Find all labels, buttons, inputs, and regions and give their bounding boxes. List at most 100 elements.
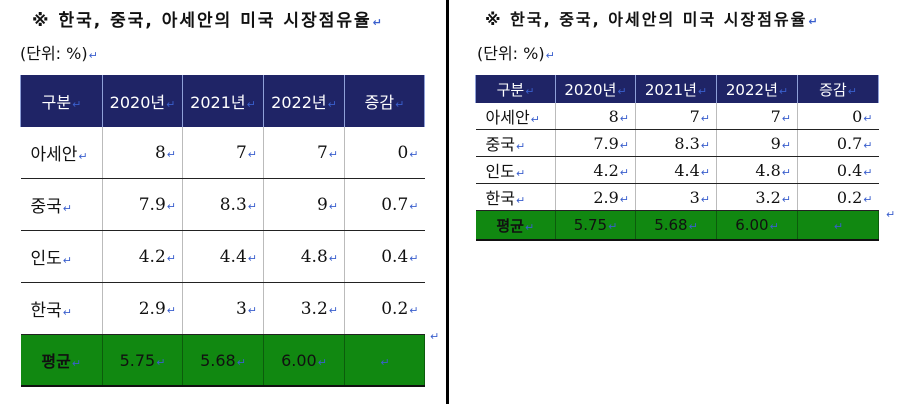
paragraph-mark-icon: ↵: [700, 192, 710, 206]
table-row: 아세안↵ 8↵ 7↵ 7↵ 0↵: [475, 103, 879, 130]
paragraph-mark-icon: ↵: [88, 49, 98, 62]
cell-2022: 4.8↵: [716, 156, 798, 184]
average-2021: 5.68↵: [182, 334, 264, 387]
paragraph-mark-icon: ↵: [778, 84, 789, 98]
paragraph-mark-icon: ↵: [62, 306, 72, 319]
cell-2021: 7↵: [182, 127, 264, 179]
paragraph-mark-icon: ↵: [833, 220, 844, 233]
paragraph-mark-icon: ↵: [317, 355, 327, 369]
paragraph-mark-icon: ↵: [409, 147, 419, 161]
cell-change: 0.7↵: [344, 178, 425, 231]
row-label: 중국↵: [20, 178, 103, 231]
table-header-row: 구분↵ 2020년↵ 2021년↵ 2022년↵ 증감↵: [475, 75, 879, 103]
paragraph-mark-icon: ↵: [247, 251, 257, 265]
paragraph-mark-icon: ↵: [166, 98, 176, 111]
cell-2021: 4.4↵: [182, 230, 264, 283]
panel-divider: [446, 0, 449, 404]
paragraph-mark-icon: ↵: [409, 303, 419, 317]
cell-2020: 7.9↵: [555, 129, 636, 157]
row-label: 인도↵: [20, 230, 103, 283]
average-row: 평균↵ 5.75↵ 5.68↵ 6.00↵ ↵: [20, 334, 425, 387]
cell-2021: 3↵: [182, 282, 264, 335]
paragraph-mark-icon: ↵: [247, 147, 257, 161]
paragraph-mark-icon: ↵: [62, 254, 72, 267]
table-row: 인도↵ 4.2↵ 4.4↵ 4.8↵ 0.4↵: [475, 156, 879, 184]
cell-2020: 7.9↵: [102, 178, 183, 231]
header-2021: 2021년↵: [182, 75, 264, 127]
paragraph-mark-icon: ↵: [619, 165, 629, 179]
paragraph-mark-icon: ↵: [769, 220, 779, 233]
cell-2020: 2.9↵: [102, 282, 183, 335]
paragraph-mark-icon: ↵: [78, 150, 88, 163]
paragraph-mark-icon: ↵: [409, 199, 419, 213]
row-label: 한국↵: [475, 183, 556, 211]
cell-change: 0.4↵: [344, 230, 425, 283]
cell-2020: 4.2↵: [555, 156, 636, 184]
table-row: 아세안↵ 8↵ 7↵ 7↵ 0↵: [20, 127, 425, 179]
paragraph-mark-icon: ↵: [524, 220, 535, 234]
paragraph-mark-icon: ↵: [545, 49, 555, 62]
cell-2022: 3.2↵: [263, 282, 345, 335]
cell-change: 0.2↵: [344, 282, 425, 335]
paragraph-mark-icon: ↵: [247, 199, 257, 213]
paragraph-mark-icon: ↵: [409, 251, 419, 265]
paragraph-mark-icon: ↵: [515, 194, 526, 207]
cell-2021: 4.4↵: [635, 156, 717, 184]
paragraph-mark-icon: ↵: [515, 140, 526, 153]
paragraph-mark-icon: ↵: [166, 147, 176, 161]
header-change: 증감↵: [344, 75, 425, 127]
cell-change: 0.4↵: [797, 156, 879, 184]
average-change: ↵: [797, 210, 879, 241]
paragraph-mark-icon: ↵: [236, 355, 246, 369]
table-row: 인도↵ 4.2↵ 4.4↵ 4.8↵ 0.4↵: [20, 230, 425, 283]
paragraph-mark-icon: ↵: [515, 167, 526, 180]
average-2021: 5.68↵: [635, 210, 717, 241]
average-2020: 5.75↵: [555, 210, 636, 241]
row-label: 아세안↵: [475, 103, 556, 130]
cell-2020: 4.2↵: [102, 230, 183, 283]
cell-change: 0↵: [344, 127, 425, 179]
paragraph-mark-icon: ↵: [328, 251, 338, 265]
paragraph-mark-icon: ↵: [700, 138, 710, 152]
paragraph-mark-icon: ↵: [525, 84, 535, 98]
cell-2021: 8.3↵: [635, 129, 717, 157]
paragraph-mark-icon: ↵: [530, 113, 540, 126]
paragraph-mark-icon: ↵: [327, 98, 337, 111]
unit-label: (단위: %)↵: [477, 44, 555, 63]
paragraph-mark-icon: ↵: [781, 192, 791, 206]
paragraph-mark-icon: ↵: [72, 98, 82, 111]
paragraph-mark-icon: ↵: [395, 98, 405, 111]
header-2022: 2022년↵: [716, 75, 798, 103]
paragraph-mark-icon: ↵: [863, 138, 873, 152]
paragraph-mark-icon: ↵: [430, 330, 440, 343]
cell-2020: 8↵: [555, 103, 636, 130]
paragraph-mark-icon: ↵: [608, 220, 618, 233]
header-change: 증감↵: [797, 75, 879, 103]
paragraph-mark-icon: ↵: [328, 199, 338, 213]
header-category: 구분↵: [20, 75, 103, 127]
paragraph-mark-icon: ↵: [619, 192, 629, 206]
table-title: ※ 한국, 중국, 아세안의 미국 시장점유율↵: [485, 10, 820, 29]
paragraph-mark-icon: ↵: [781, 111, 791, 125]
paragraph-mark-icon: ↵: [372, 16, 384, 29]
paragraph-mark-icon: ↵: [617, 84, 627, 98]
paragraph-mark-icon: ↵: [700, 165, 710, 179]
average-2020: 5.75↵: [102, 334, 183, 387]
table-row: 중국↵ 7.9↵ 8.3↵ 9↵ 0.7↵: [475, 129, 879, 157]
cell-2021: 3↵: [635, 183, 717, 211]
paragraph-mark-icon: ↵: [156, 355, 166, 369]
paragraph-mark-icon: ↵: [863, 165, 873, 179]
paragraph-mark-icon: ↵: [688, 220, 698, 233]
paragraph-mark-icon: ↵: [847, 84, 857, 98]
average-label: 평균↵: [20, 334, 103, 387]
unit-label: (단위: %)↵: [20, 44, 98, 63]
market-share-table: 구분↵ 2020년↵ 2021년↵ 2022년↵ 증감↵ 아세안↵ 8↵ 7↵ …: [475, 75, 879, 241]
row-label: 한국↵: [20, 282, 103, 335]
row-label: 중국↵: [475, 129, 556, 157]
average-change: ↵: [344, 334, 425, 387]
cell-2022: 9↵: [716, 129, 798, 157]
paragraph-mark-icon: ↵: [808, 15, 820, 28]
paragraph-mark-icon: ↵: [863, 192, 873, 206]
paragraph-mark-icon: ↵: [328, 303, 338, 317]
cell-2021: 7↵: [635, 103, 717, 130]
